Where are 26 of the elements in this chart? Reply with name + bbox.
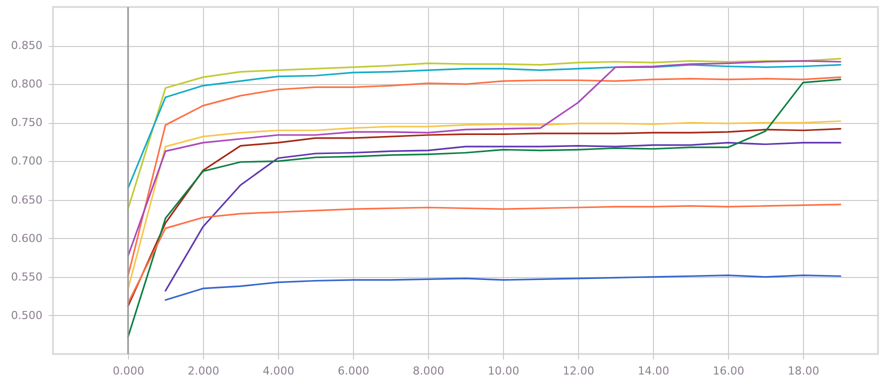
line-series [164, 274, 842, 301]
x-tick-label: 6.000 [338, 364, 370, 378]
y-tick-label: 0.850 [11, 39, 42, 52]
x-tick-label: 18.00 [788, 364, 820, 378]
line-series [127, 58, 842, 210]
x-tick-label: 4.000 [262, 364, 294, 378]
y-tick-label: 0.600 [11, 232, 42, 245]
line-series [127, 64, 842, 190]
y-tick-label: 0.800 [11, 78, 42, 91]
y-tick-label: 0.650 [11, 193, 42, 206]
y-tick-label: 0.500 [11, 308, 42, 322]
y-tick-label: 0.750 [11, 116, 42, 130]
y-tick-label: 0.550 [11, 270, 42, 284]
x-tick-label: 12.00 [562, 364, 594, 378]
x-tick-label: 0.000 [112, 364, 144, 378]
x-tick-label: 14.00 [638, 364, 670, 378]
x-tick-label: 8.000 [412, 364, 444, 378]
line-series [127, 60, 842, 257]
x-tick-label: 10.00 [488, 364, 520, 378]
x-tick-label: 16.00 [712, 364, 744, 378]
line-series [127, 78, 842, 338]
line-series [164, 142, 842, 292]
line-series [127, 204, 842, 304]
line-series [127, 76, 842, 277]
y-tick-label: 0.700 [11, 154, 42, 168]
x-tick-label: 2.000 [188, 364, 220, 378]
